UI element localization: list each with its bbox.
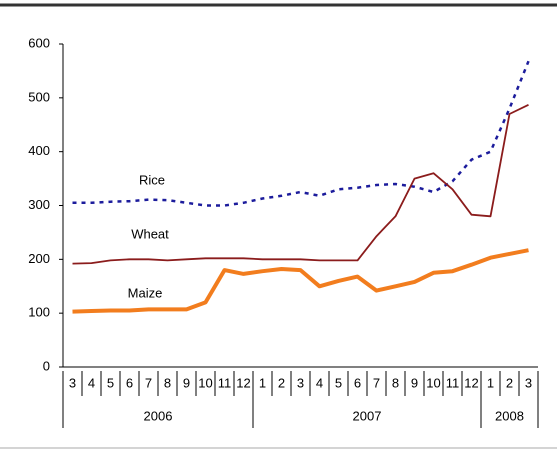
x-tick-label: 1 [487, 375, 494, 390]
x-tick-label: 4 [88, 375, 95, 390]
x-tick-label: 2 [278, 375, 285, 390]
group-label: 2008 [495, 408, 524, 423]
x-tick-label: 6 [126, 375, 133, 390]
series-line [72, 248, 529, 314]
x-tick-label: 3 [297, 375, 304, 390]
y-tick-label: 300 [28, 197, 50, 212]
x-tick-label: 2 [506, 375, 513, 390]
series-annotation: Rice [139, 172, 165, 187]
x-tick-label: 3 [525, 375, 532, 390]
x-tick-label: 10 [426, 375, 440, 390]
x-tick-label: 7 [373, 375, 380, 390]
x-tick-label: 10 [198, 375, 212, 390]
series-annotation: Wheat [131, 226, 169, 241]
y-tick-label: 500 [28, 89, 50, 104]
x-tick-label: 9 [183, 375, 190, 390]
y-tick-label: 400 [28, 143, 50, 158]
x-tick-label: 8 [164, 375, 171, 390]
x-tick-label: 9 [411, 375, 418, 390]
y-tick-label: 0 [43, 358, 50, 373]
x-tick-label: 7 [145, 375, 152, 390]
x-tick-label: 12 [236, 375, 250, 390]
y-tick-label: 100 [28, 305, 50, 320]
x-tick-label: 6 [354, 375, 361, 390]
x-tick-label: 3 [69, 375, 76, 390]
group-label: 2007 [353, 408, 382, 423]
group-label: 2006 [144, 408, 173, 423]
x-tick-label: 11 [446, 375, 460, 390]
x-tick-label: 12 [464, 375, 478, 390]
y-tick-label: 600 [28, 35, 50, 50]
x-tick-label: 5 [107, 375, 114, 390]
series-line [72, 60, 530, 207]
series-line [72, 103, 529, 265]
series-annotation: Maize [128, 285, 163, 300]
x-tick-label: 11 [218, 375, 232, 390]
x-tick-label: 1 [259, 375, 266, 390]
y-tick-label: 200 [28, 251, 50, 266]
x-tick-label: 8 [392, 375, 399, 390]
x-tick-label: 4 [316, 375, 323, 390]
x-tick-label: 5 [335, 375, 342, 390]
